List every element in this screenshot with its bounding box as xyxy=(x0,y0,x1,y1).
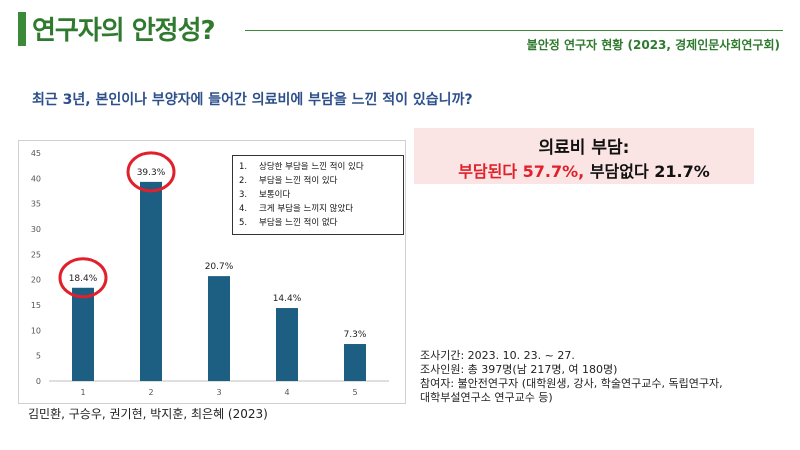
chart-legend: 1. 상당한 부담을 느낀 적이 있다 2. 부담을 느낀 적이 있다 3. 보통이다… xyxy=(232,155,404,235)
legend-text: 상당한 부담을 느낀 적이 있다 xyxy=(259,162,364,172)
legend-item: 2. 부담을 느낀 적이 있다 xyxy=(239,174,338,186)
legend-num: 4. xyxy=(239,204,248,214)
y-tick-label: 20 xyxy=(31,276,41,285)
x-tick-label: 3 xyxy=(216,388,221,397)
legend-item: 5. 부담을 느낀 적이 없다 xyxy=(239,216,338,228)
title-divider xyxy=(245,30,783,31)
summary-values: 부담된다 57.7%, 부담없다 21.7% xyxy=(414,158,754,182)
data-label: 20.7% xyxy=(205,262,234,272)
survey-participants-cont: 대학부설연구소 연구교수 등) xyxy=(420,391,553,404)
survey-participants: 참여자: 불안전연구자 (대학원생, 강사, 학술연구교수, 독립연구자, xyxy=(420,377,723,390)
x-tick-label: 5 xyxy=(352,388,357,397)
y-tick-label: 0 xyxy=(36,377,41,386)
data-label: 39.3% xyxy=(137,168,166,178)
title-accent-bar xyxy=(18,12,26,46)
no-burden-text: 부담없다 21.7% xyxy=(589,162,710,181)
x-tick-label: 1 xyxy=(80,388,85,397)
highlight-circle xyxy=(58,257,108,299)
y-tick-label: 10 xyxy=(31,326,41,335)
survey-respondents: 조사인원: 총 397명(남 217명, 여 180명) xyxy=(420,363,618,376)
legend-text: 부담을 느낀 적이 없다 xyxy=(259,218,338,228)
y-tick-label: 45 xyxy=(31,149,41,158)
survey-info: 조사기간: 2023. 10. 23. ~ 27. 조사인원: 총 397명(남… xyxy=(420,349,723,405)
data-label: 14.4% xyxy=(273,294,302,304)
summary-heading: 의료비 부담: xyxy=(538,138,630,158)
legend-num: 5. xyxy=(239,218,248,228)
highlight-circle xyxy=(126,151,176,193)
bar xyxy=(344,344,366,381)
legend-text: 크게 부담을 느끼지 않았다 xyxy=(259,204,354,214)
legend-text: 보통이다 xyxy=(259,190,291,200)
bar xyxy=(72,287,94,381)
legend-item: 3. 보통이다 xyxy=(239,188,290,200)
legend-num: 3. xyxy=(239,190,248,200)
page-title: 연구자의 안정성? xyxy=(32,16,216,46)
y-tick-label: 30 xyxy=(31,225,41,234)
authors-credit: 김민환, 구승우, 권기현, 박지훈, 최은혜 (2023) xyxy=(28,407,268,421)
burden-label: 부담된다 xyxy=(458,162,518,181)
legend-text: 부담을 느낀 적이 있다 xyxy=(259,176,338,186)
y-tick-label: 25 xyxy=(31,250,41,259)
bar xyxy=(140,181,162,381)
data-label: 18.4% xyxy=(69,274,98,284)
summary-box: 의료비 부담: 부담된다 57.7%, 부담없다 21.7% xyxy=(414,128,754,184)
burden-value: 57.7%, xyxy=(522,162,585,181)
x-tick-label: 2 xyxy=(148,388,153,397)
legend-item: 1. 상당한 부담을 느낀 적이 있다 xyxy=(239,160,364,172)
survey-question: 최근 3년, 본인이나 부양자에 들어간 의료비에 부담을 느낀 적이 있습니까… xyxy=(32,92,473,108)
data-label: 7.3% xyxy=(344,330,367,340)
bar xyxy=(208,276,230,381)
legend-item: 4. 크게 부담을 느끼지 않았다 xyxy=(239,202,353,214)
bar-chart: 05101520253035404518.4%139.3%220.7%314.4… xyxy=(31,149,389,397)
legend-num: 1. xyxy=(239,162,248,172)
x-tick-label: 4 xyxy=(284,388,289,397)
y-tick-label: 35 xyxy=(31,200,41,209)
y-tick-label: 40 xyxy=(31,174,41,183)
bar xyxy=(276,308,298,381)
page-subtitle: 불안정 연구자 현황 (2023, 경제인문사회연구회) xyxy=(526,38,780,52)
y-tick-label: 5 xyxy=(36,352,41,361)
survey-period: 조사기간: 2023. 10. 23. ~ 27. xyxy=(420,349,575,362)
legend-num: 2. xyxy=(239,176,248,186)
y-tick-label: 15 xyxy=(31,301,41,310)
